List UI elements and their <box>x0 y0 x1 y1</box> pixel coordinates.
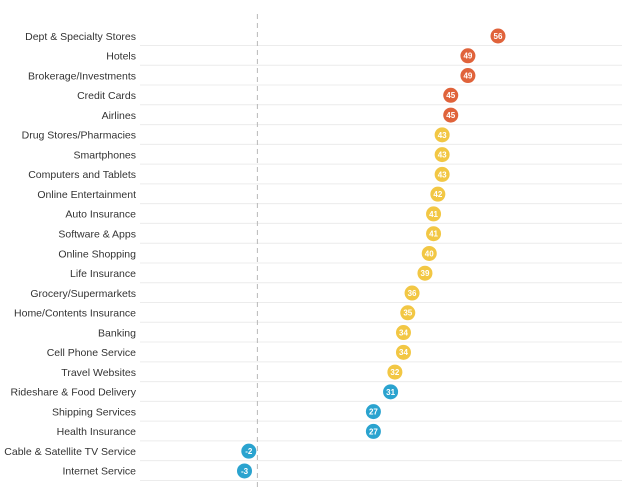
data-label: 41 <box>429 210 438 219</box>
data-label: 49 <box>463 52 472 61</box>
data-point <box>365 423 381 439</box>
data-label: 49 <box>463 71 472 80</box>
data-point <box>430 186 446 202</box>
data-label: 34 <box>399 348 408 357</box>
category-label: Drug Stores/Pharmacies <box>22 130 136 142</box>
data-label: 31 <box>386 388 395 397</box>
category-label: Hotels <box>106 51 136 63</box>
category-label: Travel Websites <box>61 367 136 379</box>
category-label: Life Insurance <box>70 268 136 280</box>
data-label: 56 <box>494 32 503 41</box>
data-label: 35 <box>403 309 412 318</box>
data-point <box>426 226 442 242</box>
category-label: Airlines <box>102 110 136 122</box>
data-point <box>400 305 416 321</box>
category-label: Online Entertainment <box>37 189 136 201</box>
category-label: Cell Phone Service <box>47 347 136 359</box>
data-label: 45 <box>446 111 455 120</box>
data-label: 43 <box>438 170 447 179</box>
category-label: Shipping Services <box>52 406 136 418</box>
data-label: 43 <box>438 151 447 160</box>
data-point <box>365 404 381 420</box>
data-label: -3 <box>241 467 249 476</box>
category-label: Health Insurance <box>57 426 137 438</box>
category-label: Banking <box>98 327 136 339</box>
data-point <box>434 147 450 163</box>
category-label: Grocery/Supermarkets <box>30 288 136 300</box>
category-label: Cable & Satellite TV Service <box>4 446 136 458</box>
data-label: 39 <box>421 269 430 278</box>
data-label: 27 <box>369 427 378 436</box>
category-label: Home/Contents Insurance <box>14 308 136 320</box>
data-point <box>443 107 459 123</box>
category-label: Auto Insurance <box>65 209 136 221</box>
category-label: Smartphones <box>74 149 136 161</box>
data-point <box>417 265 433 281</box>
data-point <box>434 166 450 182</box>
data-label: 41 <box>429 230 438 239</box>
category-label: Rideshare & Food Delivery <box>11 387 137 399</box>
category-label: Dept & Specialty Stores <box>25 31 136 43</box>
data-point <box>237 463 252 479</box>
data-point <box>404 285 420 301</box>
data-point <box>426 206 442 222</box>
data-point <box>460 48 476 64</box>
data-label: 27 <box>369 408 378 417</box>
category-label: Internet Service <box>62 466 136 478</box>
data-point <box>460 68 476 84</box>
category-label: Online Shopping <box>58 248 136 260</box>
data-point <box>395 325 411 341</box>
data-point <box>490 28 506 44</box>
data-label: 45 <box>446 91 455 100</box>
data-label: 43 <box>438 131 447 140</box>
data-label: 36 <box>408 289 417 298</box>
data-label: 32 <box>390 368 399 377</box>
data-point <box>241 443 257 459</box>
data-label: 34 <box>399 328 408 337</box>
data-label: 40 <box>425 249 434 258</box>
data-point <box>443 87 459 103</box>
category-label: Brokerage/Investments <box>28 70 136 82</box>
data-point <box>387 364 403 380</box>
gridlines <box>140 45 622 481</box>
data-point <box>434 127 450 143</box>
category-labels: Dept & Specialty Stores Hotels Brokerage/I… <box>4 31 136 478</box>
data-points: 56 49 49 45 45 43 43 43 42 41 41 40 39 36 35 34 34 32 31 27… <box>237 28 506 479</box>
category-label: Credit Cards <box>77 90 136 102</box>
data-point <box>395 344 411 360</box>
category-label: Computers and Tablets <box>28 169 136 181</box>
data-label: -2 <box>245 447 253 456</box>
data-point <box>421 245 437 261</box>
data-label: 42 <box>433 190 442 199</box>
category-label: Software & Apps <box>58 229 136 241</box>
data-point <box>383 384 399 400</box>
